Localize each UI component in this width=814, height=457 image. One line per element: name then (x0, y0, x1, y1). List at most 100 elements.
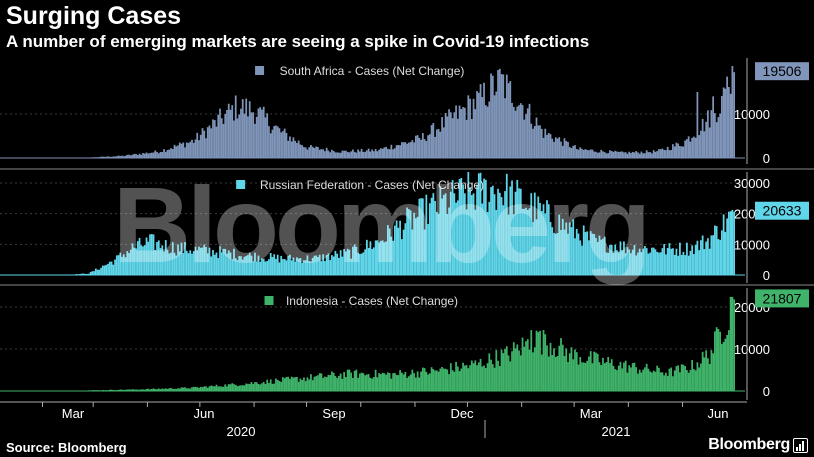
data-bar (533, 347, 536, 391)
data-bar (530, 123, 533, 158)
data-bar (166, 388, 169, 391)
data-bar (504, 191, 506, 275)
data-bar (261, 383, 263, 391)
data-bar (470, 195, 473, 275)
data-bar (684, 366, 687, 391)
data-bar (421, 367, 424, 391)
data-bar (145, 389, 148, 391)
data-bar (526, 339, 529, 391)
chart-subtitle: A number of emerging markets are seeing … (6, 32, 590, 51)
data-bar (589, 231, 592, 275)
data-bar (275, 125, 277, 158)
data-bar (360, 372, 363, 391)
data-bar (327, 253, 330, 275)
x-tick-label: Mar (62, 406, 85, 421)
data-bar (439, 368, 442, 391)
data-bar (441, 366, 443, 391)
data-bar (654, 151, 657, 158)
data-bar (376, 377, 379, 391)
data-bar (675, 142, 678, 158)
data-bar (339, 250, 342, 275)
data-bar (535, 117, 538, 158)
data-bar (163, 149, 165, 158)
data-bar (577, 364, 580, 391)
data-bar (693, 369, 695, 391)
data-bar (171, 388, 174, 391)
data-bar (226, 109, 228, 158)
data-bar (273, 383, 276, 391)
data-bar (386, 372, 389, 391)
data-bar (418, 198, 421, 275)
data-bar (366, 374, 368, 391)
data-bar (131, 243, 134, 275)
data-bar (733, 211, 735, 275)
data-bar (341, 256, 344, 275)
data-bar (693, 136, 695, 158)
data-bar (465, 365, 468, 391)
data-bar (378, 242, 380, 275)
data-bar (603, 236, 606, 275)
data-bar (147, 241, 150, 275)
data-bar (245, 383, 248, 391)
data-bar (414, 377, 417, 391)
data-bar (117, 255, 120, 275)
data-bar (460, 177, 463, 275)
data-bar (470, 119, 473, 158)
data-bar (201, 387, 204, 391)
data-bar (243, 113, 246, 158)
y-tick-label: 10000 (734, 342, 770, 357)
data-bar (705, 350, 708, 391)
data-bar (637, 373, 639, 391)
data-bar (336, 253, 339, 275)
data-bar (542, 330, 545, 391)
data-bar (505, 74, 508, 158)
data-bar (371, 248, 374, 275)
data-bar (317, 256, 319, 275)
data-bar (100, 267, 102, 275)
data-bar (360, 148, 363, 158)
data-bar (546, 345, 548, 391)
data-bar (250, 382, 253, 391)
data-bar (325, 255, 328, 275)
data-bar (133, 389, 136, 391)
data-bar (152, 388, 155, 391)
data-bar (205, 247, 207, 275)
data-bar (418, 137, 421, 158)
data-bar (203, 244, 206, 275)
data-bar (364, 375, 367, 391)
data-bar (234, 95, 237, 158)
data-bar (367, 248, 370, 275)
data-bar (610, 359, 613, 391)
data-bar (614, 150, 617, 158)
data-bar (455, 105, 457, 158)
data-bar (504, 98, 506, 158)
data-bar (605, 252, 608, 275)
data-bar (350, 151, 353, 158)
data-bar (467, 95, 470, 158)
data-bar (712, 353, 715, 391)
data-bar (500, 74, 503, 158)
data-bar (383, 242, 386, 275)
data-bar (178, 142, 181, 158)
data-bar (577, 149, 580, 158)
data-bar (234, 384, 237, 391)
data-bar (474, 209, 477, 275)
data-bar (624, 152, 627, 158)
data-bar (677, 255, 680, 275)
data-bar (177, 244, 179, 275)
data-bar (192, 386, 195, 391)
data-bar (479, 84, 482, 158)
data-bar (441, 117, 443, 158)
data-bar (79, 273, 81, 275)
data-bar (722, 87, 725, 158)
data-bar (180, 242, 183, 275)
data-bar (126, 154, 129, 158)
data-bar (507, 83, 510, 158)
data-bar (446, 369, 449, 391)
data-bar (700, 240, 702, 275)
data-bar (240, 385, 242, 391)
data-bar (511, 102, 513, 158)
data-bar (292, 257, 295, 275)
data-bar (733, 299, 735, 391)
data-bar (404, 142, 407, 158)
